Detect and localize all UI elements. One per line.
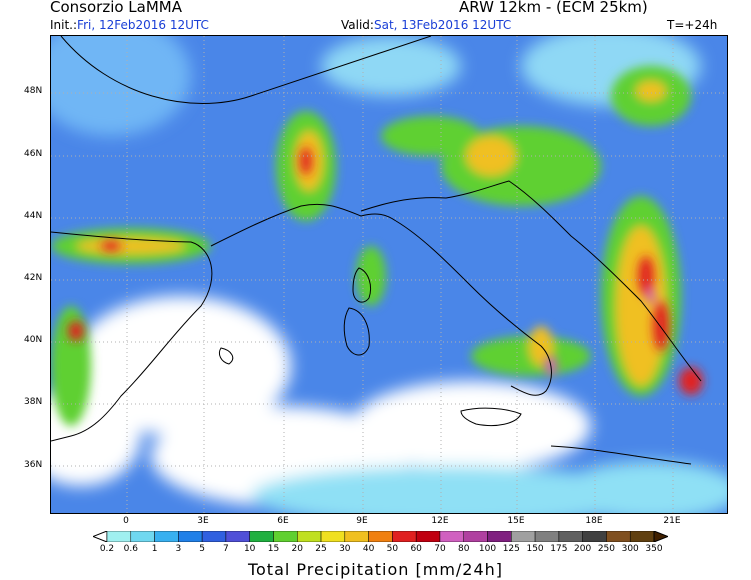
valid-value: Sat, 13Feb2016 12UTC — [373, 18, 512, 32]
lon-label: 0 — [123, 516, 129, 526]
lon-label: 3E — [197, 516, 209, 526]
colorbar-swatch — [463, 531, 488, 542]
lat-label: 42N — [24, 273, 43, 283]
colorbar-level-label: 25 — [315, 544, 327, 554]
colorbar-swatch — [297, 531, 322, 542]
colorbar-level-label: 30 — [339, 544, 351, 554]
colorbar-level-label: 3 — [175, 544, 182, 554]
colorbar-swatch — [368, 531, 393, 542]
colorbar-level-label: 200 — [574, 544, 592, 554]
init-label: Init.: — [50, 18, 78, 32]
colorbar-level-label: 10 — [243, 544, 256, 554]
colorbar-level-label: 1 — [151, 544, 158, 554]
colorbar-level-label: 50 — [386, 544, 399, 554]
lon-label: 15E — [507, 516, 525, 526]
colorbar-level-label: 0.2 — [99, 544, 115, 554]
colorbar-swatch — [606, 531, 631, 542]
colorbar-level-label: 350 — [645, 544, 663, 554]
coastlines — [51, 36, 702, 465]
colorbar-low-arrow — [93, 531, 108, 542]
valid-label: Valid: — [341, 18, 374, 32]
colorbar-swatch — [154, 531, 179, 542]
graticule — [51, 36, 727, 513]
colorbar-swatch — [344, 531, 369, 542]
colorbar-swatch — [392, 531, 417, 542]
colorbar-level-label: 7 — [223, 544, 229, 554]
colorbar-level-label: 40 — [362, 544, 375, 554]
colorbar-level-label: 5 — [199, 544, 205, 554]
init-value: Fri, 12Feb2016 12UTC — [77, 18, 209, 32]
lat-label: 36N — [24, 460, 43, 470]
colorbar-swatch — [201, 531, 227, 542]
app-title: Consorzio LaMMA — [50, 0, 182, 16]
colorbar-swatch — [558, 531, 583, 542]
lon-label: 18E — [585, 516, 603, 526]
colorbar-swatch — [320, 531, 346, 542]
lon-label: 9E — [356, 516, 368, 526]
colorbar-swatch — [582, 531, 607, 542]
init-time: Init.:Fri, 12Feb2016 12UTC — [50, 18, 209, 32]
colorbar-level-label: 80 — [458, 544, 470, 554]
lat-label: 40N — [24, 335, 43, 345]
colorbar-level-label: 125 — [502, 544, 520, 554]
precip-heavy-areas — [68, 147, 703, 395]
colorbar-level-label: 250 — [597, 544, 616, 554]
colorbar-level-label: 20 — [291, 544, 303, 554]
lat-label: 46N — [24, 149, 43, 159]
forecast-step: T=+24h — [667, 18, 718, 32]
lon-label: 6E — [277, 516, 289, 526]
lat-label: 38N — [24, 397, 43, 407]
colorbar-level-label: 60 — [410, 544, 422, 554]
valid-time: Valid:Sat, 13Feb2016 12UTC — [341, 18, 511, 32]
lat-label: 44N — [24, 211, 43, 221]
colorbar-level-label: 150 — [526, 544, 544, 554]
precipitation-map — [50, 35, 728, 514]
colorbar-swatch — [225, 531, 250, 542]
map-canvas — [51, 36, 727, 513]
colorbar-level-label: 70 — [434, 544, 446, 554]
colorbar-swatch — [629, 531, 655, 542]
precip-colorbar — [93, 531, 668, 542]
colorbar-swatch — [439, 531, 464, 542]
model-label: ARW 12km - (ECM 25km) — [459, 0, 648, 16]
colorbar-swatch — [487, 531, 512, 542]
colorbar-swatch — [106, 531, 132, 542]
colorbar-level-label: 0.6 — [123, 544, 138, 554]
colorbar-swatch — [273, 531, 298, 542]
colorbar-swatch — [249, 531, 274, 542]
colorbar-swatch — [130, 531, 155, 542]
lon-label: 21E — [663, 516, 681, 526]
lat-label: 48N — [24, 86, 43, 96]
colorbar-swatch — [415, 531, 441, 542]
colorbar-swatch — [511, 531, 536, 542]
colorbar-swatch — [178, 531, 203, 542]
colorbar-swatch — [534, 531, 560, 542]
colorbar-level-label: 300 — [621, 544, 639, 554]
colorbar-level-label: 175 — [550, 544, 568, 554]
colorbar-level-label: 15 — [267, 544, 280, 554]
colorbar-high-arrow — [653, 531, 668, 542]
colorbar-level-label: 100 — [478, 544, 497, 554]
lon-label: 12E — [431, 516, 449, 526]
colorbar-title: Total Precipitation [mm/24h] — [247, 560, 504, 579]
